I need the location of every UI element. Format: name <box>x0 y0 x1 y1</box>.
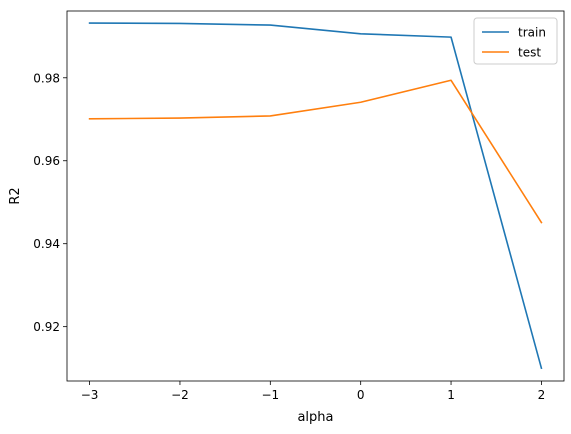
series-line-test <box>88 79 543 224</box>
x-tick-label: −1 <box>261 388 279 402</box>
legend-label-test: test <box>518 46 541 60</box>
plot-area <box>67 11 564 381</box>
y-axis-label: R2 <box>8 187 23 204</box>
y-tick-label: 0.92 <box>33 320 60 334</box>
plot-frame <box>66 10 565 382</box>
x-axis-label: alpha <box>297 410 333 425</box>
x-tick-label: 2 <box>538 388 546 402</box>
series-layer <box>88 22 543 370</box>
y-axis-ticks: 0.92 0.94 0.96 0.98 <box>33 71 67 334</box>
x-tick-label: 1 <box>447 388 455 402</box>
legend-items: train test <box>482 26 546 60</box>
x-tick-label: 0 <box>357 388 365 402</box>
legend: train test <box>473 17 558 65</box>
x-tick-label: −2 <box>171 388 189 402</box>
x-axis-ticks: −3 −2 −1 0 1 2 <box>81 381 545 402</box>
x-tick-label: −3 <box>81 388 99 402</box>
legend-label-train: train <box>518 26 546 40</box>
y-tick-label: 0.94 <box>33 237 60 251</box>
series-line-train <box>88 22 543 370</box>
y-tick-label: 0.98 <box>33 71 60 85</box>
y-tick-label: 0.96 <box>33 154 60 168</box>
